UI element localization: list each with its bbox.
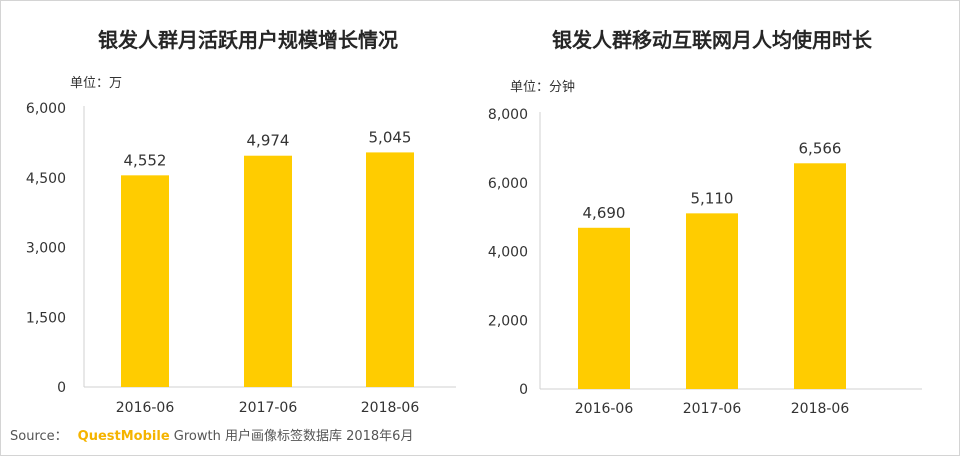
chart-1-title: 银发人群月活跃用户规模增长情况 [98, 28, 398, 52]
chart-2-value-label: 4,690 [583, 204, 626, 222]
source-prefix: Source： [10, 429, 68, 444]
chart-1-y-tick-label: 6,000 [26, 101, 66, 117]
chart-1-y-tick-label: 1,500 [26, 310, 66, 326]
chart-1-category-label: 2017-06 [239, 400, 298, 416]
source-suffix: Growth 用户画像标签数据库 2018年6月 [169, 429, 414, 444]
chart-2-title: 银发人群移动互联网月人均使用时长 [552, 28, 873, 52]
source-brand: QuestMobile [77, 429, 170, 444]
chart-1-y-tick-label: 3,000 [26, 241, 66, 257]
chart-1-bar [366, 152, 414, 387]
chart-2-y-tick-label: 6,000 [488, 176, 528, 192]
chart-2-unit-label: 单位：分钟 [510, 79, 575, 95]
chart-2-y-tick-label: 2,000 [488, 313, 528, 329]
chart-2-bar [686, 213, 738, 389]
chart-2-y-tick-label: 8,000 [488, 107, 528, 123]
chart-2-bar [794, 163, 846, 389]
chart-1-unit-label: 单位：万 [70, 76, 122, 91]
chart-2-category-label: 2016-06 [575, 401, 634, 417]
chart-2-value-label: 5,110 [691, 189, 734, 207]
chart-2-y-tick-label: 4,000 [488, 245, 528, 261]
chart-2-y-tick-label: 0 [519, 382, 528, 398]
chart-1-value-label: 5,045 [369, 128, 412, 146]
source-note: Source： QuestMobile Growth 用户画像标签数据库 2018… [10, 425, 413, 444]
chart-2-category-label: 2017-06 [683, 401, 742, 417]
chart-1-value-label: 4,974 [247, 132, 290, 150]
chart-1-y-tick-label: 0 [57, 380, 66, 396]
chart-1-bar [121, 175, 169, 387]
chart-2-value-label: 6,566 [799, 139, 842, 157]
chart-1-category-label: 2016-06 [116, 400, 175, 416]
chart-1-value-label: 4,552 [124, 151, 167, 169]
chart-1-y-tick-label: 4,500 [26, 171, 66, 187]
chart-1-bar [244, 155, 292, 387]
chart-1-category-label: 2018-06 [361, 400, 420, 416]
chart-2-category-label: 2018-06 [791, 401, 850, 417]
chart-2-bar [578, 227, 630, 389]
